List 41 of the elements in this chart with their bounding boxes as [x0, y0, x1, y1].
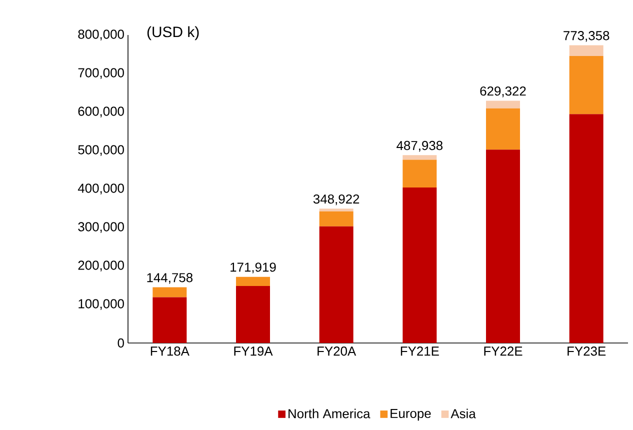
- x-tick-label: FY23E: [568, 346, 606, 356]
- legend-label: North America: [288, 408, 370, 418]
- bar: [569, 114, 604, 343]
- y-axis-title: (USD k): [147, 26, 199, 40]
- total-label: 487,938: [396, 140, 443, 152]
- bar: [152, 287, 187, 298]
- bar: [402, 155, 437, 160]
- y-tick-label: 800,000: [78, 30, 124, 40]
- y-tick-label: 300,000: [78, 222, 124, 233]
- y-tick-label: 600,000: [78, 106, 124, 118]
- y-tick-label: 0: [118, 338, 124, 348]
- y-tick-label: 700,000: [78, 68, 124, 79]
- bar: [569, 45, 604, 56]
- x-tick-label: FY19A: [234, 346, 273, 356]
- legend-label: Europe: [390, 409, 431, 421]
- y-tick-label: 400,000: [78, 184, 124, 194]
- bar: [319, 208, 354, 212]
- total-label: 348,922: [313, 194, 360, 206]
- total-label: 773,358: [564, 31, 610, 42]
- bar: [236, 276, 270, 286]
- x-tick-label: FY20A: [318, 346, 356, 356]
- bar: [319, 211, 354, 226]
- y-tick-label: 500,000: [78, 145, 124, 156]
- bar: [152, 297, 187, 343]
- bar: [486, 100, 520, 108]
- bar: [486, 150, 520, 343]
- bar: [402, 160, 437, 188]
- y-tick-label: 100,000: [78, 299, 124, 310]
- bar: [486, 108, 520, 150]
- x-tick-label: FY22E: [484, 346, 522, 356]
- bar: [569, 56, 604, 114]
- legend-label: Asia: [450, 408, 476, 418]
- total-label: 171,919: [230, 262, 276, 274]
- y-tick-label: 200,000: [78, 260, 124, 272]
- bar: [319, 226, 354, 343]
- x-tick-label: FY18A: [150, 346, 190, 356]
- bar: [402, 187, 437, 343]
- total-label: 629,322: [480, 86, 526, 98]
- total-label: 144,758: [147, 273, 193, 284]
- x-tick-label: FY21E: [400, 346, 439, 356]
- bar: [236, 286, 270, 343]
